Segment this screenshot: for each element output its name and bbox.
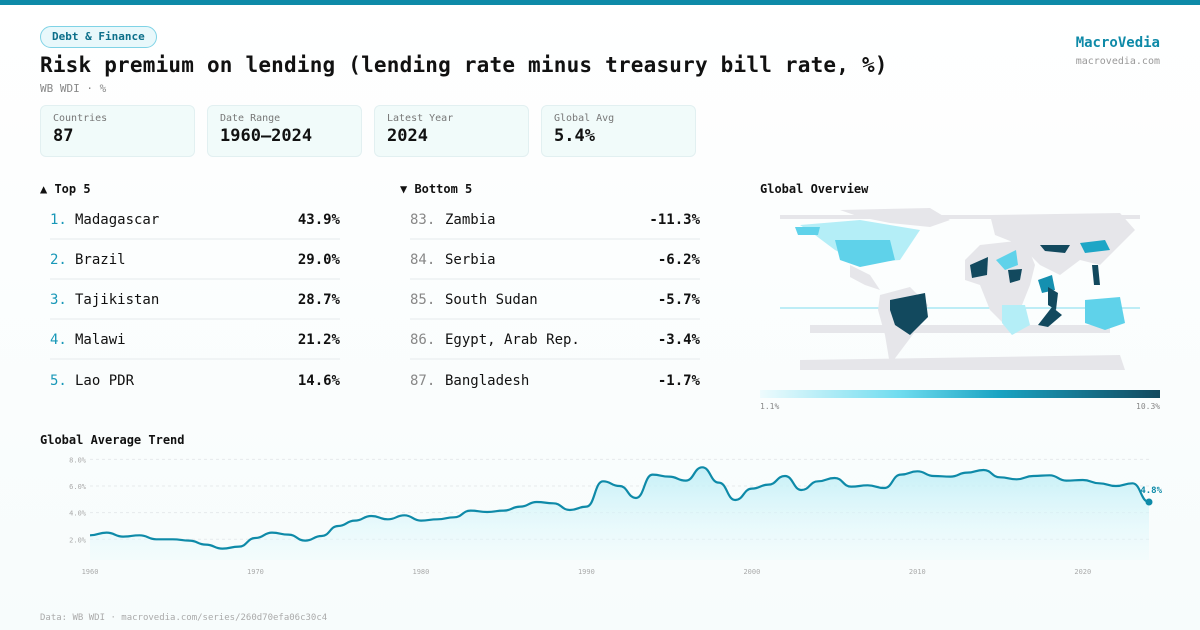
list-item[interactable]: 83. Zambia -11.3% [410,200,700,240]
country-name: Egypt, Arab Rep. [445,332,580,348]
country-value: 14.6% [297,373,340,389]
list-item[interactable]: 2. Brazil 29.0% [50,240,340,280]
last-value-label: 4.8% [1140,486,1162,496]
list-item[interactable]: 87. Bangladesh -1.7% [410,360,700,400]
trend-line [89,466,1150,550]
country-value: 43.9% [297,212,340,228]
country-name: Malawi [75,332,126,348]
trend-chart: 2.0% 4.0% 6.0% 8.0% 1960 1970 1980 1990 2000 2010… [69,456,1162,576]
rank: 84. [410,252,436,268]
y-tick-label: 4.0% [69,510,87,518]
top5-list: 1. Madagascar 43.9% 2. Brazil 29.0% 3. Tajikist… [50,200,340,400]
rank: 3. [50,292,67,308]
country-value: -1.7% [657,373,700,389]
bottom5-heading: ▼ Bottom 5 [400,182,473,196]
country-value: 28.7% [297,292,340,308]
brand-logo[interactable]: MacroVedia [1075,35,1160,51]
country-name: Brazil [75,252,126,268]
category-badge[interactable]: Debt & Finance [40,26,157,48]
land-data [795,220,1125,335]
page-subtitle: WB WDI · % [40,82,107,95]
country-name: Madagascar [75,212,160,228]
world-map [780,208,1140,370]
x-tick-label: 1960 [82,568,99,576]
list-item[interactable]: 85. South Sudan -5.7% [410,280,700,320]
list-item[interactable]: 3. Tajikistan 28.7% [50,280,340,320]
data-point [1145,498,1153,506]
rank: 86. [410,332,436,348]
stat-value: 2024 [387,126,428,146]
y-tick-label: 8.0% [69,456,87,464]
country-value: 29.0% [297,252,340,268]
rank: 85. [410,292,436,308]
x-tick-label: 1990 [578,568,595,576]
stat-label: Date Range [220,113,281,124]
rank: 4. [50,332,67,348]
country-value: -5.7% [657,292,700,308]
stat-card-date-range: Date Range 1960–2024 [207,105,362,157]
x-tick-label: 2010 [909,568,926,576]
list-item[interactable]: 86. Egypt, Arab Rep. -3.4% [410,320,700,360]
trend-area [90,467,1149,560]
stat-label: Countries [53,113,108,124]
y-tick-label: 2.0% [69,536,87,544]
rank: 87. [410,373,436,389]
x-tick-label: 2000 [743,568,760,576]
stat-value: 87 [53,126,74,146]
country-name: Zambia [445,212,496,228]
x-tick-label: 1970 [247,568,264,576]
list-item[interactable]: 5. Lao PDR 14.6% [50,360,340,400]
country-name: Tajikistan [75,292,160,308]
top5-heading: ▲ Top 5 [40,182,91,196]
y-tick-label: 6.0% [69,483,87,491]
stat-label: Latest Year [387,113,454,124]
footer-source: Data: WB WDI · macrovedia.com/series/260… [40,613,328,623]
country-value: -3.4% [657,332,700,348]
x-tick-label: 2020 [1074,568,1091,576]
list-item[interactable]: 1. Madagascar 43.9% [50,200,340,240]
list-item[interactable]: 4. Malawi 21.2% [50,320,340,360]
country-name: Serbia [445,252,496,268]
country-name: Lao PDR [75,373,135,389]
country-value: -11.3% [649,212,700,228]
legend-max: 10.3% [1136,402,1161,411]
legend-min: 1.1% [760,402,780,411]
page-title: Risk premium on lending (lending rate mi… [40,53,888,77]
rank: 1. [50,212,67,228]
map-legend-gradient [760,390,1160,398]
country-value: -6.2% [657,252,700,268]
brand-url[interactable]: macrovedia.com [1075,56,1160,67]
stat-value: 5.4% [554,126,595,146]
stat-card-latest-year: Latest Year 2024 [374,105,529,157]
country-name: Bangladesh [445,373,530,389]
bottom5-list: 83. Zambia -11.3% 84. Serbia -6.2% 85. South Su… [410,200,700,400]
country-name: South Sudan [445,292,538,308]
x-tick-label: 1980 [413,568,430,576]
country-value: 21.2% [297,332,340,348]
top-accent-bar [0,0,1200,5]
stat-card-global-avg: Global Avg 5.4% [541,105,696,157]
map-heading: Global Overview [760,182,869,196]
stat-card-countries: Countries 87 [40,105,195,157]
stat-label: Global Avg [554,113,615,124]
list-item[interactable]: 84. Serbia -6.2% [410,240,700,280]
trend-heading: Global Average Trend [40,433,185,447]
rank: 5. [50,373,67,389]
stat-value: 1960–2024 [220,126,313,146]
rank: 83. [410,212,436,228]
rank: 2. [50,252,67,268]
